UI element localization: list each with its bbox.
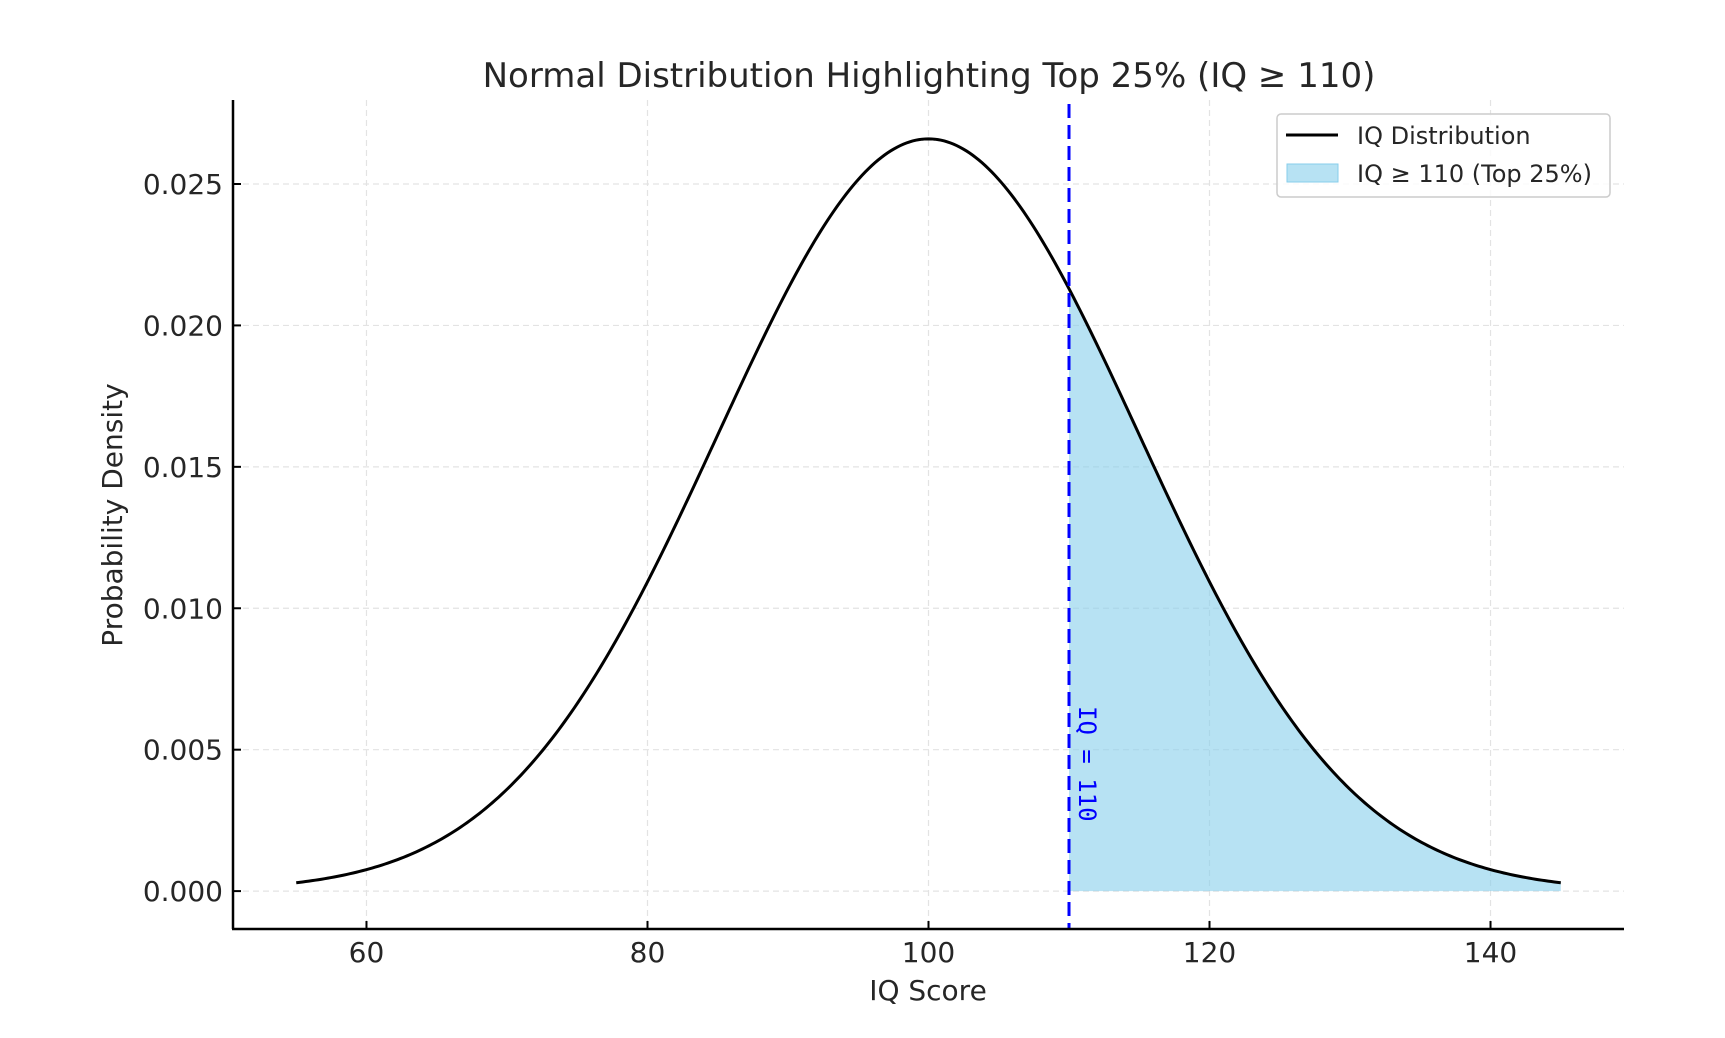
y-tick-label: 0.025 <box>143 168 223 201</box>
legend-box <box>1276 113 1611 198</box>
legend-fill-swatch <box>1286 163 1339 183</box>
x-tick-label: 140 <box>1464 936 1517 969</box>
y-tick-label: 0.005 <box>143 734 223 767</box>
x-tick-label: 100 <box>902 936 955 969</box>
chart-title: Normal Distribution Highlighting Top 25%… <box>483 56 1376 96</box>
x-tick-label: 60 <box>349 936 385 969</box>
x-ticks: 60 80 100 120 140 <box>349 921 1517 969</box>
grid <box>233 100 1624 929</box>
threshold-annotation: IQ = 110 <box>1073 706 1101 822</box>
x-tick-label: 80 <box>630 936 666 969</box>
x-axis-label: IQ Score <box>869 974 987 1007</box>
legend: IQ Distribution IQ ≥ 110 (Top 25%) <box>1276 113 1611 198</box>
distribution-curve <box>296 137 1561 885</box>
y-tick-label: 0.000 <box>143 875 223 908</box>
y-ticks: 0.000 0.005 0.010 0.015 0.020 0.025 <box>143 168 241 908</box>
y-tick-label: 0.015 <box>143 451 223 484</box>
y-axis-label: Probability Density <box>96 383 129 646</box>
x-tick-label: 120 <box>1183 936 1236 969</box>
legend-item-top25: IQ ≥ 110 (Top 25%) <box>1357 160 1592 188</box>
y-tick-label: 0.010 <box>143 592 223 625</box>
highlight-fill-area <box>1069 288 1561 892</box>
legend-item-distribution: IQ Distribution <box>1357 122 1531 150</box>
y-tick-label: 0.020 <box>143 309 223 342</box>
